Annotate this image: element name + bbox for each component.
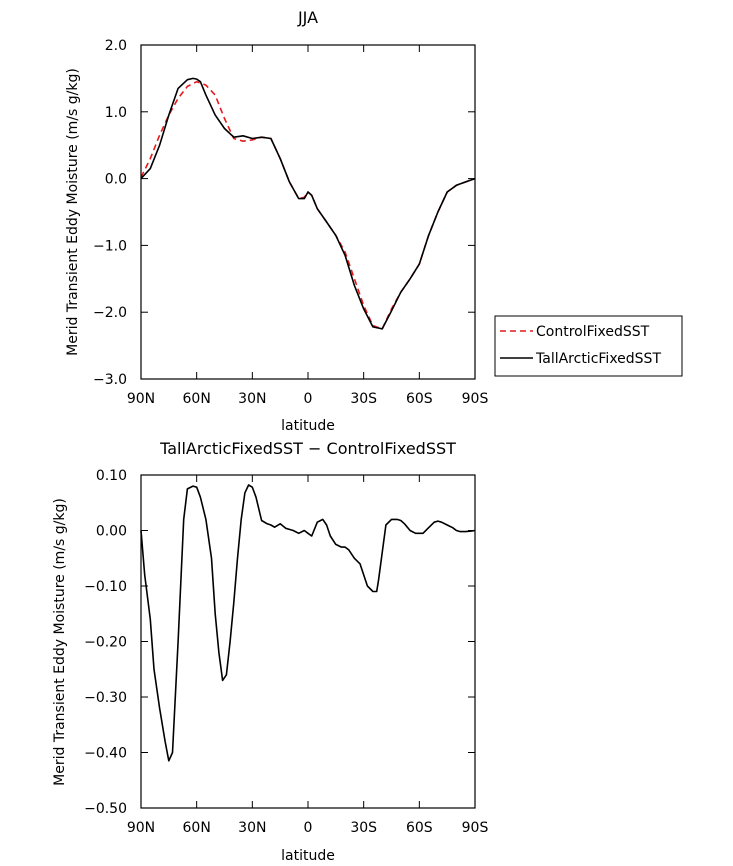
panel-bottom: TallArcticFixedSST − ControlFixedSST Mer…	[52, 439, 488, 864]
top-y-tick-label: −2.0	[93, 305, 127, 321]
top-series-line-tallarcticfixedsst	[140, 77, 476, 330]
top-x-tick-label: 90S	[462, 391, 489, 407]
top-x-tick-label: 30N	[238, 391, 266, 407]
bottom-plot-frame	[140, 474, 476, 809]
legend-box	[494, 315, 683, 377]
top-x-tick-label: 0	[304, 391, 313, 407]
bottom-x-tick-label: 60S	[406, 820, 433, 836]
bottom-y-tick-label: −0.40	[84, 746, 127, 762]
bottom-x-tick-label: 90S	[462, 820, 489, 836]
top-x-tick-label: 90N	[127, 391, 155, 407]
top-y-axis-label: Merid Transient Eddy Moisture (m/s g/kg)	[65, 68, 81, 356]
bottom-plot-area: 90N 60N 30N 0 30S 60S 90S 0.10 0.00 −0.10 −0.20 −0.…	[84, 468, 488, 836]
top-x-tick-label: 30S	[350, 391, 377, 407]
legend-label-tallarctic: TallArcticFixedSST	[535, 351, 661, 367]
bottom-y-tick-label: −0.20	[84, 635, 127, 651]
bottom-y-tick-label: 0.10	[96, 468, 127, 484]
legend: ControlFixedSST TallArcticFixedSST	[494, 315, 683, 377]
top-chart-title: JJA	[297, 8, 318, 27]
bottom-y-tick-label: −0.50	[84, 801, 127, 817]
bottom-y-tick-label: −0.30	[84, 690, 127, 706]
top-y-tick-label: −3.0	[93, 372, 127, 388]
bottom-x-tick-label: 0	[304, 820, 313, 836]
bottom-x-axis-label: latitude	[281, 848, 335, 864]
bottom-x-tick-label: 60N	[183, 820, 211, 836]
bottom-series-line-difference	[140, 484, 476, 762]
top-plot-frame	[140, 44, 476, 380]
top-y-tick-label: 0.0	[105, 172, 127, 188]
bottom-x-tick-label: 30N	[238, 820, 266, 836]
top-y-tick-label: −1.0	[93, 238, 127, 254]
bottom-x-tick-label: 30S	[350, 820, 377, 836]
top-series-line-controlfixedsst	[140, 80, 476, 330]
bottom-chart-title: TallArcticFixedSST − ControlFixedSST	[159, 439, 456, 458]
top-y-tick-label: 2.0	[105, 38, 127, 54]
top-plot-area: 90N 60N 30N 0 30S 60S 90S 2.0 1.0 0.0 −1.0 −2.0 −3.0	[93, 38, 488, 407]
panel-top: JJA Merid Transient Eddy Moisture (m/s g…	[65, 8, 683, 434]
bottom-y-tick-label: −0.10	[84, 579, 127, 595]
bottom-y-axis-label: Merid Transient Eddy Moisture (m/s g/kg)	[52, 498, 68, 786]
legend-label-control: ControlFixedSST	[536, 324, 650, 340]
bottom-x-tick-label: 90N	[127, 820, 155, 836]
bottom-y-tick-label: 0.00	[96, 524, 127, 540]
top-y-tick-label: 1.0	[105, 105, 127, 121]
top-x-tick-label: 60N	[183, 391, 211, 407]
top-x-axis-label: latitude	[281, 418, 335, 434]
top-x-tick-label: 60S	[406, 391, 433, 407]
